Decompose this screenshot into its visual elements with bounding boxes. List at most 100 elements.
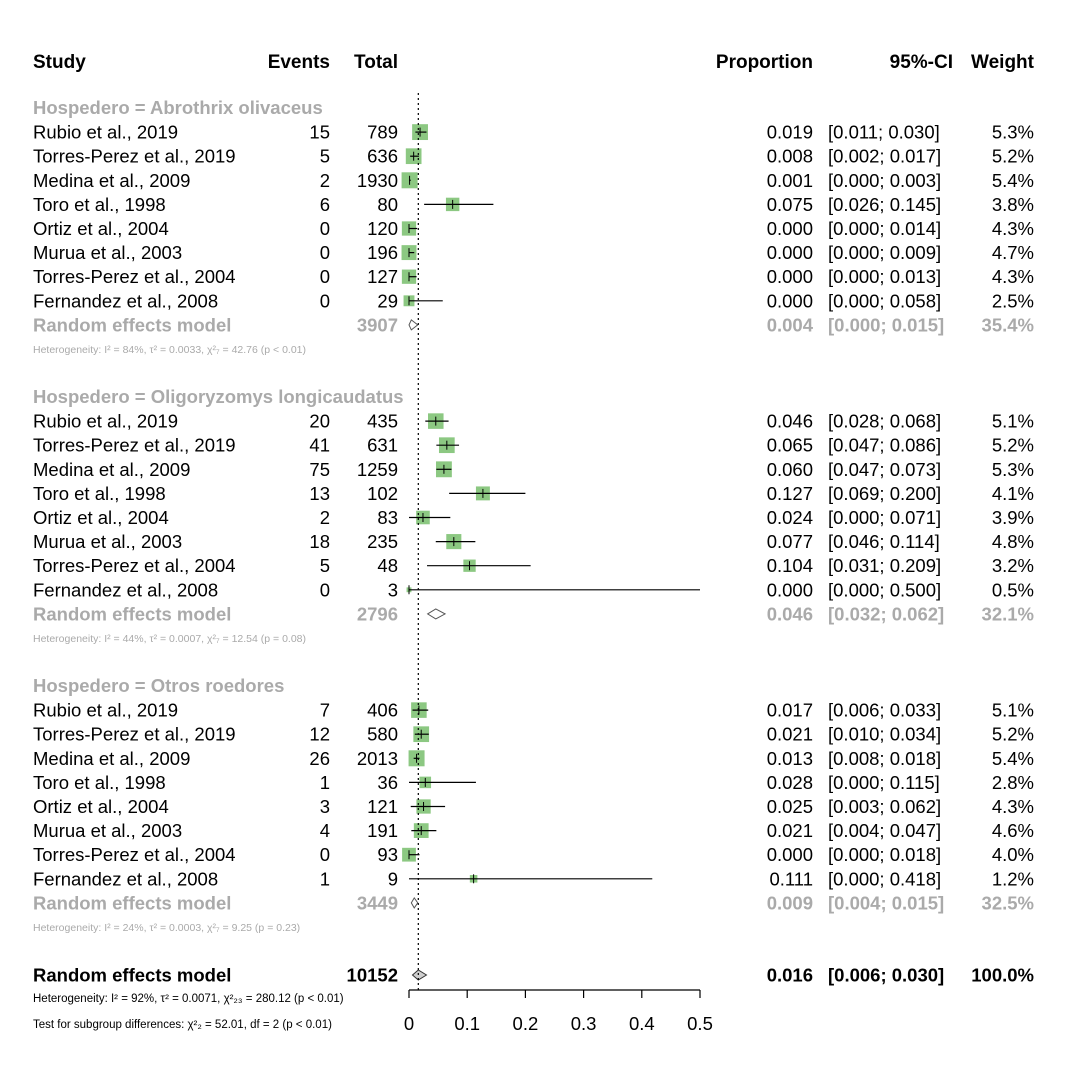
study-events: 0 (320, 579, 330, 600)
overall-diamond (411, 969, 428, 981)
study-total: 196 (367, 242, 398, 263)
study-weight: 5.3% (992, 122, 1034, 143)
study-events: 12 (309, 724, 330, 745)
study-name: Torres-Perez et al., 2019 (33, 146, 236, 167)
pooled-ci: [0.004; 0.015] (828, 892, 944, 913)
study-weight: 1.2% (992, 868, 1034, 889)
study-proportion: 0.000 (767, 218, 813, 239)
pooled-proportion: 0.004 (767, 314, 814, 335)
study-ci: [0.028; 0.068] (828, 411, 941, 432)
study-ci: [0.000; 0.009] (828, 242, 941, 263)
study-name: Fernandez et al., 2008 (33, 579, 218, 600)
study-total: 3 (388, 579, 398, 600)
study-events: 0 (320, 844, 330, 865)
study-events: 26 (309, 748, 330, 769)
pooled-total: 2796 (357, 603, 398, 624)
study-proportion: 0.001 (767, 170, 813, 191)
study-name: Toro et al., 1998 (33, 194, 166, 215)
study-total: 80 (377, 194, 398, 215)
study-weight: 2.8% (992, 772, 1034, 793)
study-weight: 5.2% (992, 724, 1034, 745)
study-name: Medina et al., 2009 (33, 170, 190, 191)
study-proportion: 0.025 (767, 796, 813, 817)
pooled-label: Random effects model (33, 603, 231, 624)
study-proportion: 0.075 (767, 194, 813, 215)
study-weight: 3.8% (992, 194, 1034, 215)
study-ci: [0.000; 0.014] (828, 218, 941, 239)
study-events: 5 (320, 146, 330, 167)
study-weight: 3.9% (992, 507, 1034, 528)
study-proportion: 0.127 (767, 483, 813, 504)
study-proportion: 0.019 (767, 122, 813, 143)
study-weight: 5.4% (992, 170, 1034, 191)
header-weight: Weight (971, 52, 1035, 73)
study-events: 3 (320, 796, 330, 817)
overall-proportion: 0.016 (767, 965, 813, 986)
study-proportion: 0.017 (767, 700, 813, 721)
study-ci: [0.000; 0.013] (828, 266, 941, 287)
study-proportion: 0.104 (767, 555, 813, 576)
subgroup-label: Hospedero = Otros roedores (33, 675, 284, 696)
study-weight: 5.2% (992, 435, 1034, 456)
study-proportion: 0.000 (767, 242, 813, 263)
pooled-weight: 32.1% (982, 603, 1034, 624)
subgroup-label: Hospedero = Abrothrix olivaceus (33, 97, 323, 118)
pooled-diamond (426, 608, 447, 620)
heterogeneity-note: Heterogeneity: I² = 84%, τ² = 0.0033, χ²… (33, 344, 306, 356)
study-ci: [0.000; 0.018] (828, 844, 941, 865)
study-name: Rubio et al., 2019 (33, 700, 178, 721)
header-total: Total (354, 52, 398, 73)
study-events: 1 (320, 772, 330, 793)
study-total: 631 (367, 435, 398, 456)
x-tick-label: 0.3 (571, 1013, 597, 1034)
study-proportion: 0.065 (767, 435, 813, 456)
study-name: Rubio et al., 2019 (33, 411, 178, 432)
study-total: 127 (367, 266, 398, 287)
study-name: Medina et al., 2009 (33, 459, 190, 480)
pooled-total: 3449 (357, 892, 398, 913)
pooled-ci: [0.000; 0.015] (828, 314, 944, 335)
study-total: 1259 (357, 459, 398, 480)
heterogeneity-note: Heterogeneity: I² = 24%, τ² = 0.0003, χ²… (33, 922, 300, 934)
study-ci: [0.047; 0.073] (828, 459, 941, 480)
pooled-weight: 35.4% (982, 314, 1034, 335)
study-ci: [0.000; 0.418] (828, 868, 941, 889)
header-study: Study (33, 52, 86, 73)
header-events: Events (268, 52, 330, 73)
subgroup-label: Hospedero = Oligoryzomys longicaudatus (33, 386, 404, 407)
study-events: 20 (309, 411, 330, 432)
study-name: Murua et al., 2003 (33, 820, 182, 841)
heterogeneity-note: Heterogeneity: I² = 44%, τ² = 0.0007, χ²… (33, 633, 306, 645)
study-ci: [0.000; 0.003] (828, 170, 941, 191)
overall-total: 10152 (347, 965, 398, 986)
study-total: 29 (377, 290, 398, 311)
study-proportion: 0.000 (767, 579, 813, 600)
study-total: 1930 (357, 170, 398, 191)
overall-heterogeneity: Heterogeneity: I² = 92%, τ² = 0.0071, χ²… (33, 993, 344, 1005)
study-proportion: 0.046 (767, 411, 813, 432)
overall-weight: 100.0% (971, 965, 1034, 986)
study-ci: [0.026; 0.145] (828, 194, 941, 215)
study-proportion: 0.013 (767, 748, 813, 769)
study-weight: 4.8% (992, 531, 1034, 552)
study-name: Fernandez et al., 2008 (33, 868, 218, 889)
study-ci: [0.047; 0.086] (828, 435, 941, 456)
study-weight: 3.2% (992, 555, 1034, 576)
study-total: 2013 (357, 748, 398, 769)
study-total: 235 (367, 531, 398, 552)
study-name: Torres-Perez et al., 2004 (33, 844, 236, 865)
study-proportion: 0.000 (767, 266, 813, 287)
study-proportion: 0.077 (767, 531, 813, 552)
study-proportion: 0.000 (767, 844, 813, 865)
study-name: Torres-Perez et al., 2019 (33, 724, 236, 745)
study-name: Toro et al., 1998 (33, 772, 166, 793)
study-name: Fernandez et al., 2008 (33, 290, 218, 311)
study-proportion: 0.000 (767, 290, 813, 311)
study-events: 13 (309, 483, 330, 504)
study-total: 83 (377, 507, 398, 528)
study-ci: [0.006; 0.033] (828, 700, 941, 721)
x-tick-label: 0.2 (513, 1013, 539, 1034)
x-tick-label: 0.4 (629, 1013, 655, 1034)
study-name: Torres-Perez et al., 2004 (33, 266, 236, 287)
study-total: 406 (367, 700, 398, 721)
